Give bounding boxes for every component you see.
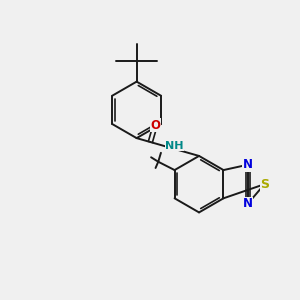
Text: N: N	[243, 158, 253, 171]
Text: O: O	[150, 119, 161, 132]
Text: S: S	[260, 178, 269, 191]
Text: N: N	[243, 197, 253, 210]
Text: NH: NH	[165, 140, 184, 151]
